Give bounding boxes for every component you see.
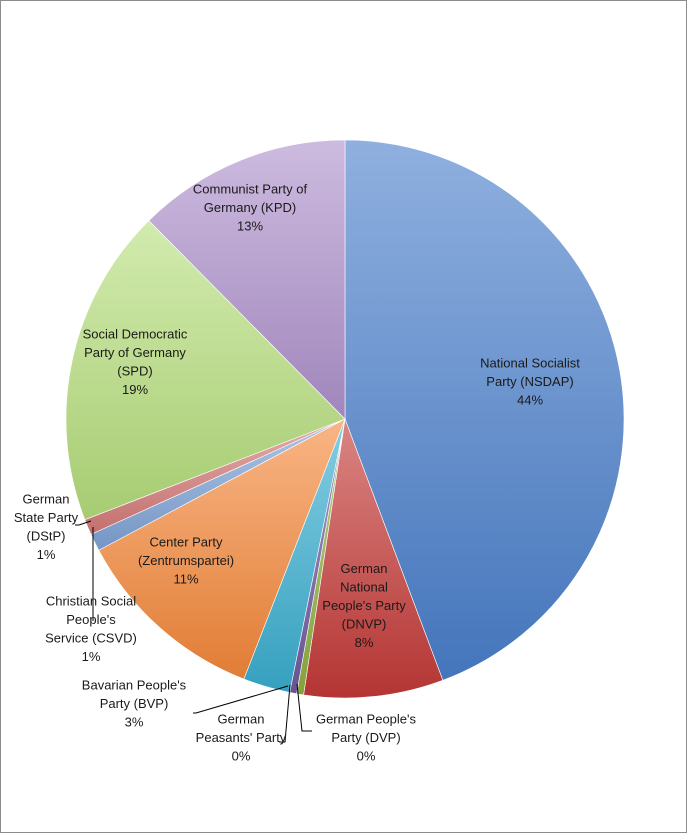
- slice-label-1: German National People's Party (DNVP) 8%: [322, 561, 406, 650]
- slice-label-6: Christian Social People's Service (CSVD) 1%: [45, 593, 137, 664]
- slice-label-line: Center Party: [150, 535, 223, 550]
- slice-label-line: People's: [66, 612, 116, 627]
- slice-label-line: German: [23, 491, 70, 506]
- slice-label-line: Bavarian People's: [82, 678, 187, 693]
- slice-label-line: Party of Germany: [84, 345, 186, 360]
- slice-label-7: German State Party (DStP) 1%: [14, 491, 79, 562]
- slice-label-line: Social Democratic: [83, 326, 188, 341]
- slice-label-line: State Party: [14, 510, 79, 525]
- leader-line-3: [279, 684, 291, 743]
- slice-label-line: 44%: [517, 393, 543, 408]
- pie-slice-party-nsdap: [344, 139, 625, 681]
- slice-label-line: 0%: [232, 749, 251, 764]
- slice-label-line: (Zentrumspartei): [138, 553, 234, 568]
- slice-label-line: Germany (KPD): [204, 200, 296, 215]
- pie-slice-zentrumspartei: [98, 418, 346, 680]
- slice-label-line: Peasants' Party: [196, 730, 287, 745]
- slice-label-line: National Socialist: [480, 356, 580, 371]
- slice-label-line: Christian Social: [46, 593, 136, 608]
- slice-label-8: Social Democratic Party of Germany (SPD) 19…: [83, 326, 188, 397]
- slice-label-line: 19%: [122, 382, 148, 397]
- slice-label-line: 0%: [357, 749, 376, 764]
- slice-label-0: National Socialist Party (NSDAP) 44%: [480, 356, 580, 408]
- slice-label-line: 13%: [237, 219, 263, 234]
- slice-label-line: Party (BVP): [100, 696, 169, 711]
- slice-label-4: Bavarian People's Party (BVP) 3%: [82, 678, 187, 730]
- leader-line-2: [296, 683, 312, 732]
- slice-label-line: 8%: [355, 635, 374, 650]
- slice-label-line: Service (CSVD): [45, 630, 137, 645]
- slice-label-line: 11%: [173, 572, 198, 587]
- slice-label-line: German People's: [316, 712, 417, 727]
- slice-label-line: 1%: [82, 649, 101, 664]
- slice-label-line: (DStP): [27, 528, 66, 543]
- slice-label-line: (SPD): [117, 363, 152, 378]
- slice-label-3: German Peasants' Party 0%: [196, 712, 287, 764]
- slice-label-line: German: [218, 712, 265, 727]
- slice-label-line: Party (NSDAP): [486, 374, 573, 389]
- pie-slices: [65, 139, 625, 699]
- slice-label-line: German: [341, 561, 388, 576]
- slice-label-2: German People's Party (DVP) 0%: [316, 712, 417, 764]
- pie-slice-dnvp: [303, 417, 444, 699]
- slice-label-line: 3%: [125, 715, 144, 730]
- leader-line-4: [193, 685, 289, 714]
- slice-label-line: Communist Party of: [193, 182, 308, 197]
- slice-label-line: (DNVP): [342, 617, 387, 632]
- slice-label-5: Center Party (Zentrumspartei) 11%: [138, 535, 234, 587]
- pie-slice-spd: [65, 220, 346, 521]
- slice-label-line: Party (DVP): [331, 730, 400, 745]
- slice-labels: National Socialist Party (NSDAP) 44% German…: [14, 182, 580, 764]
- slice-label-line: 1%: [37, 547, 56, 562]
- pie-slice-germany-kpd: [148, 139, 346, 420]
- leader-line-7: [75, 520, 92, 526]
- leader-lines: [75, 520, 312, 743]
- slice-label-line: People's Party: [322, 598, 406, 613]
- slice-label-line: National: [340, 580, 388, 595]
- slice-label-9: Communist Party of Germany (KPD) 13%: [193, 182, 308, 234]
